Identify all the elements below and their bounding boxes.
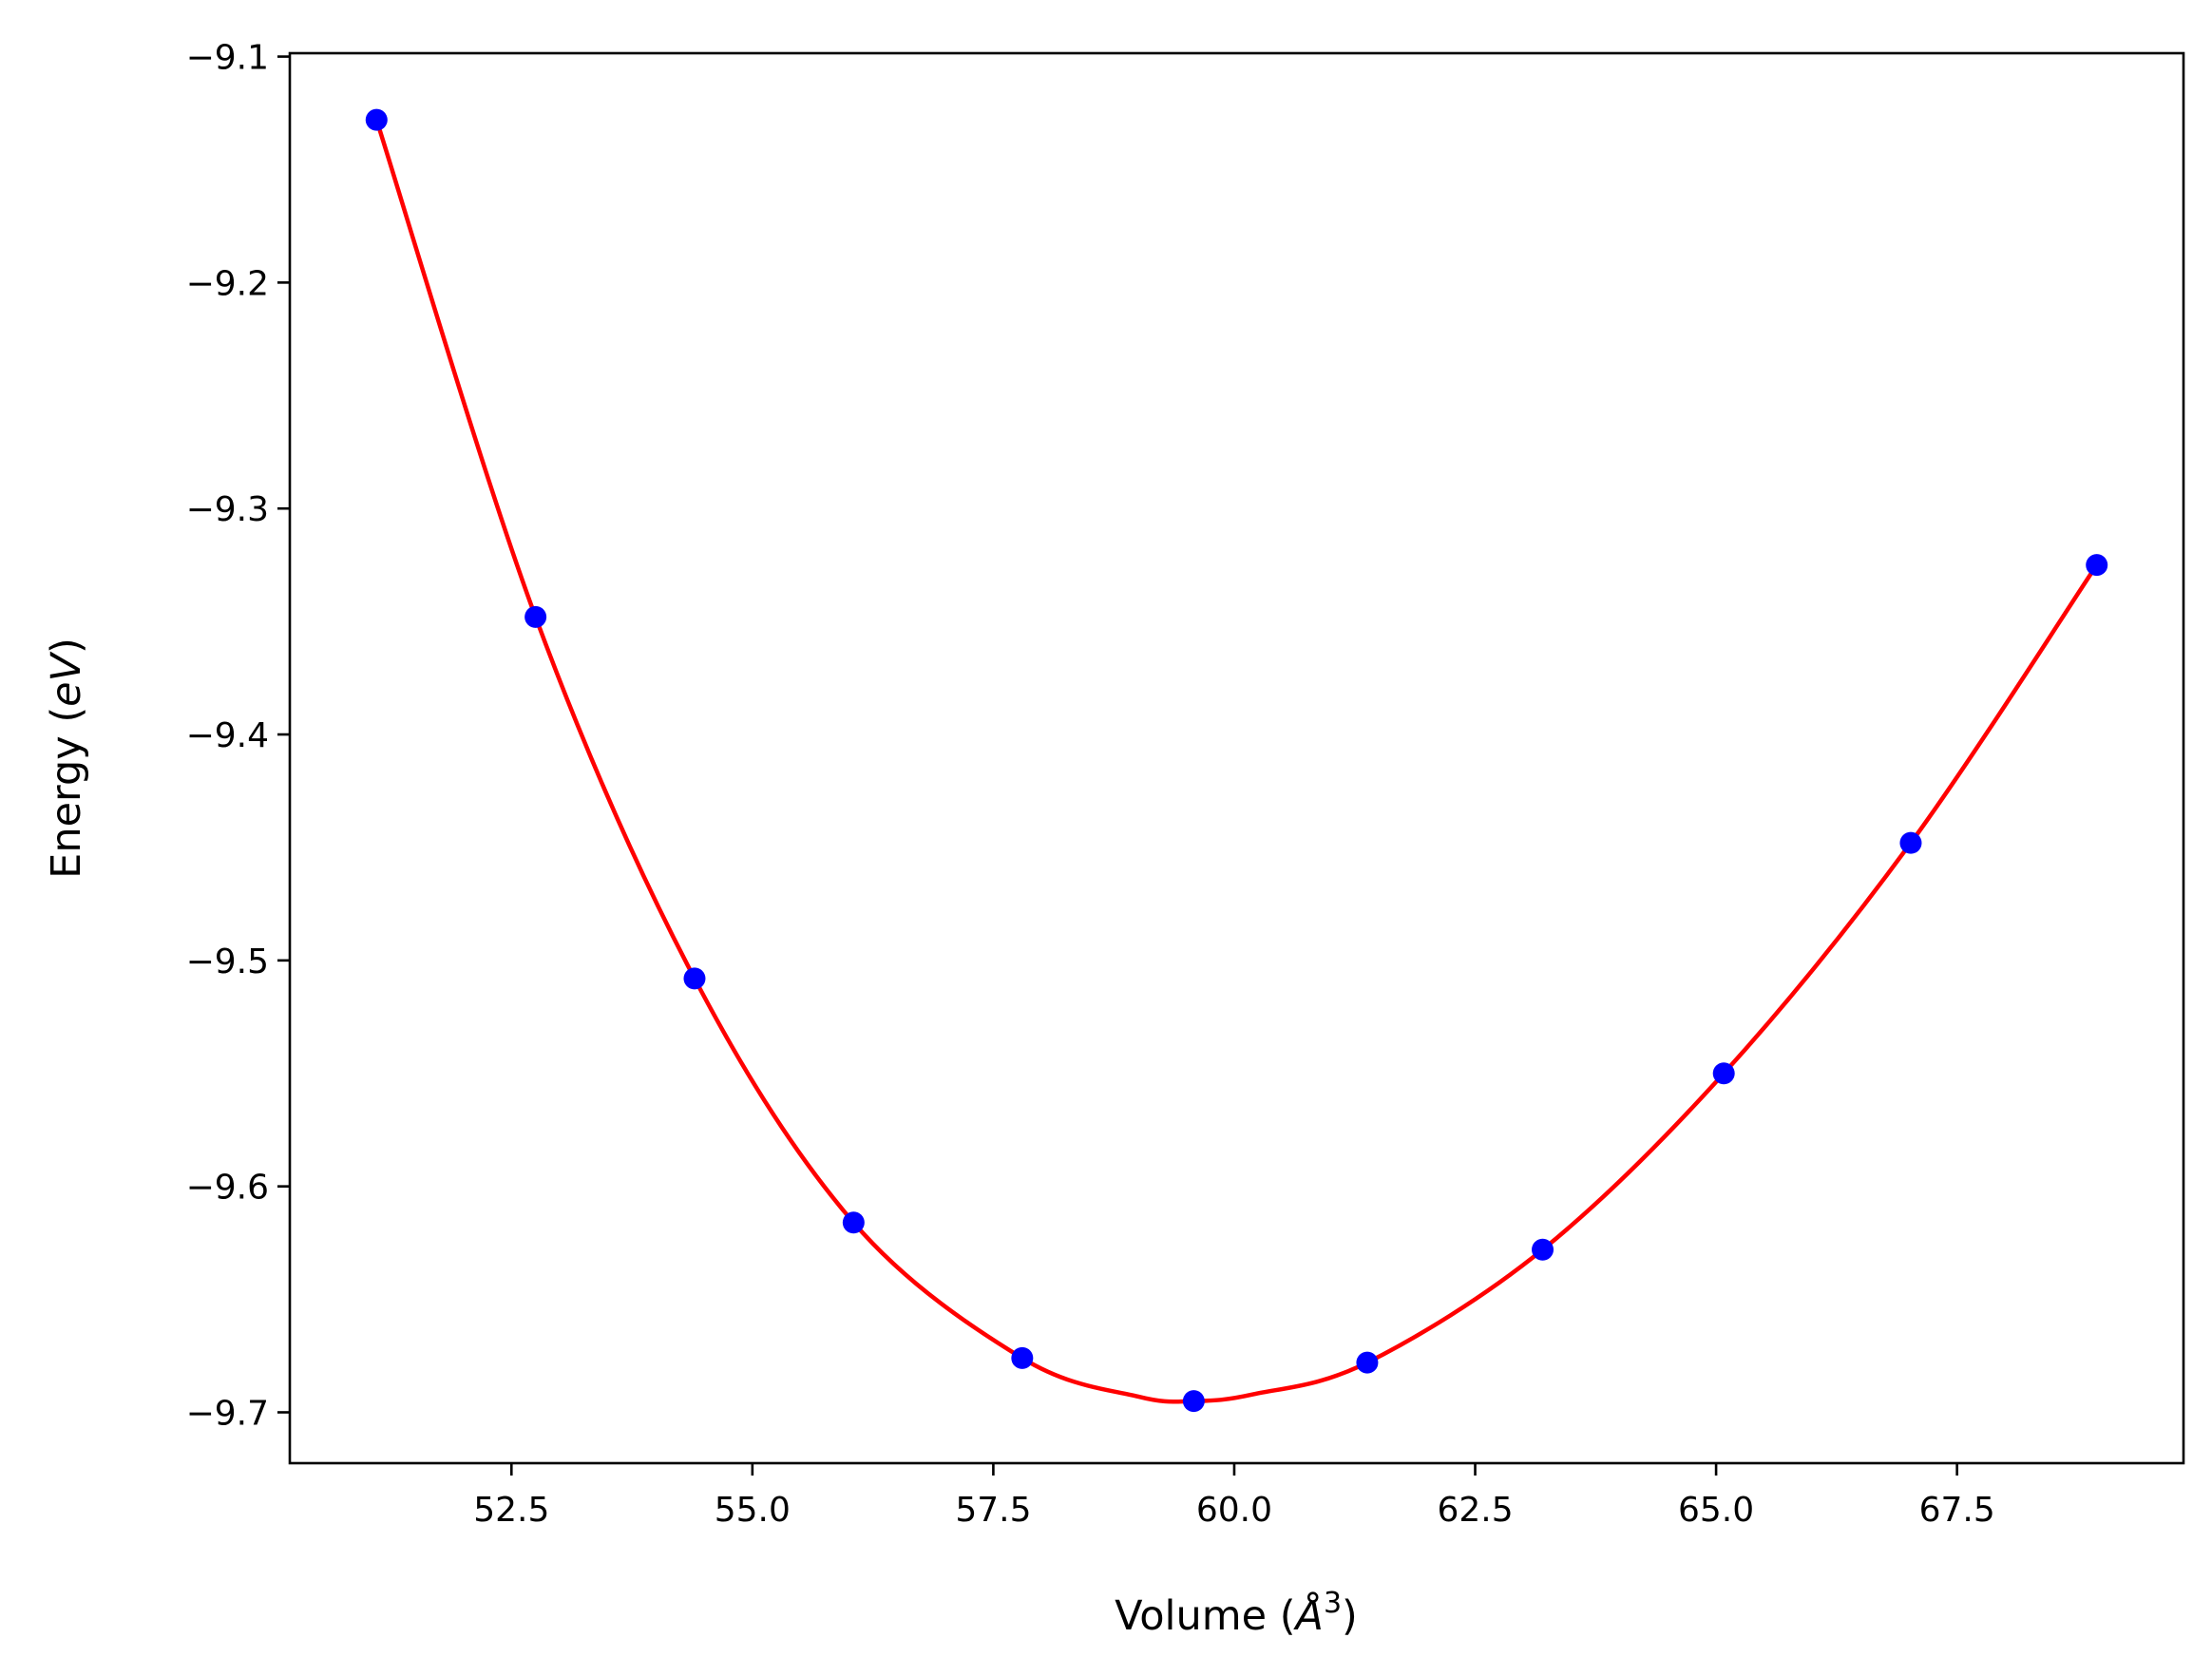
data-point xyxy=(365,108,388,131)
x-axis-label-prefix: Volume ( xyxy=(1115,1592,1295,1640)
plot-frame xyxy=(288,51,2185,1465)
x-axis-label: Volume (Å3) xyxy=(1115,1587,1358,1640)
x-tick-label: 55.0 xyxy=(715,1491,791,1530)
y-tick-label: −9.7 xyxy=(186,1394,269,1433)
x-axis-ticks: 52.5 55.0 57.5 60.0 62.5 65.0 67.5 xyxy=(473,1463,1995,1530)
y-tick-label: −9.3 xyxy=(186,490,269,529)
data-point xyxy=(1712,1062,1735,1085)
data-point xyxy=(1899,831,1922,854)
y-tick-label: −9.2 xyxy=(186,264,269,303)
data-point xyxy=(842,1211,865,1234)
x-tick-label: 57.5 xyxy=(955,1491,1031,1530)
x-axis-label-suffix: ) xyxy=(1342,1592,1358,1640)
y-tick-label: −9.5 xyxy=(186,943,269,981)
y-tick-label: −9.4 xyxy=(186,716,269,755)
x-tick-label: 67.5 xyxy=(1919,1491,1995,1530)
fit-curve-layer xyxy=(374,117,2099,1404)
data-point xyxy=(1011,1346,1034,1369)
data-point xyxy=(1182,1390,1205,1413)
data-point xyxy=(1356,1351,1379,1374)
y-tick-label: −9.6 xyxy=(186,1169,269,1208)
y-axis-label-suffix: ) xyxy=(43,638,90,654)
data-points-layer xyxy=(365,108,2108,1413)
plot-area xyxy=(290,53,2183,1463)
x-tick-label: 62.5 xyxy=(1437,1491,1513,1530)
x-axis-label-unit: Å xyxy=(1293,1591,1324,1640)
data-point xyxy=(1532,1238,1554,1261)
y-tick-label: −9.1 xyxy=(186,39,269,78)
y-axis-label: Energy (eV) xyxy=(43,638,90,879)
x-axis-label-exponent: 3 xyxy=(1324,1587,1342,1620)
data-point xyxy=(683,967,706,990)
y-axis-label-unit: eV xyxy=(43,651,90,706)
x-tick-label: 65.0 xyxy=(1678,1491,1754,1530)
y-axis-ticks: −9.1 −9.2 −9.3 −9.4 −9.5 −9.6 −9.7 xyxy=(186,39,290,1433)
data-point xyxy=(2086,554,2108,577)
y-axis-label-prefix: Energy ( xyxy=(43,707,90,879)
x-tick-label: 52.5 xyxy=(473,1491,549,1530)
data-point xyxy=(524,605,547,628)
x-tick-label: 60.0 xyxy=(1196,1491,1272,1530)
fit-curve xyxy=(374,117,2099,1404)
